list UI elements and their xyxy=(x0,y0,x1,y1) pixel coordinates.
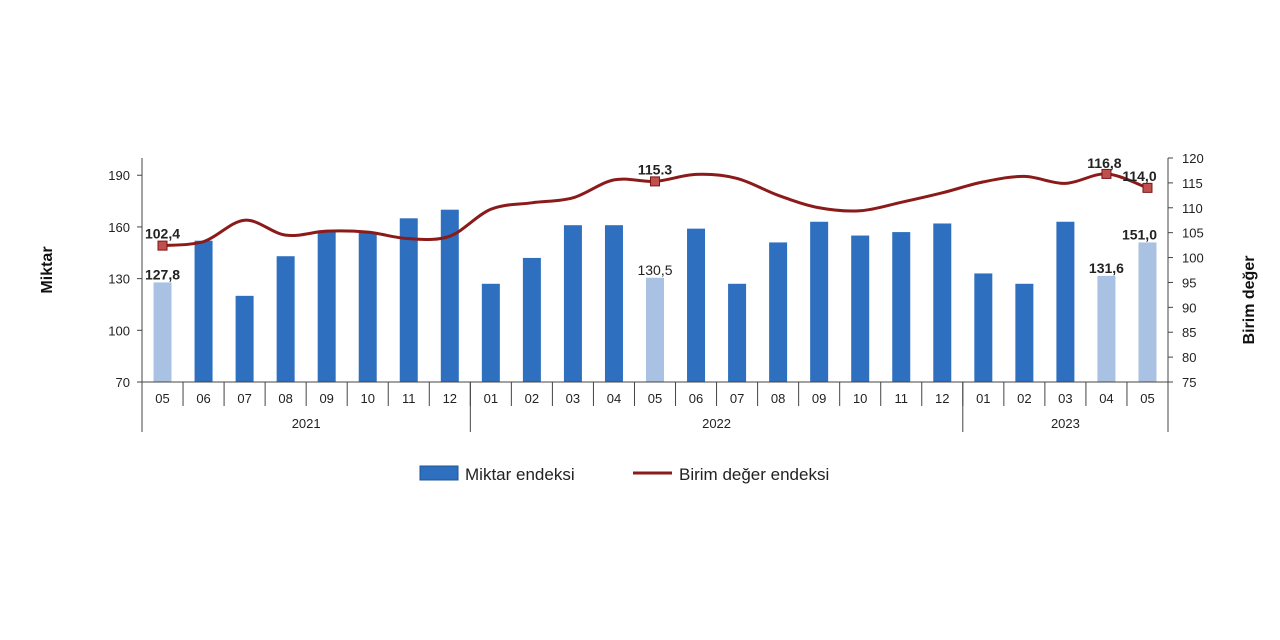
month-label-12: 05 xyxy=(648,391,662,406)
left-tick-label: 190 xyxy=(108,168,130,183)
legend: Miktar endeksi Birim değer endeksi xyxy=(419,465,829,484)
left-tick-label: 130 xyxy=(108,272,130,287)
month-label-6: 11 xyxy=(402,391,416,406)
left-tick-label: 100 xyxy=(108,323,130,338)
month-label-0: 05 xyxy=(155,391,169,406)
bar-0 xyxy=(153,282,172,382)
right-axis-title: Birim değer xyxy=(1241,256,1258,345)
month-label-8: 01 xyxy=(484,391,498,406)
bar-18 xyxy=(892,232,911,382)
left-axis-title: Miktar xyxy=(39,246,56,293)
month-label-3: 08 xyxy=(278,391,292,406)
line-marker-23 xyxy=(1101,168,1112,179)
bar-2 xyxy=(235,295,254,382)
data-label-2: 131,6 xyxy=(1089,260,1124,276)
bar-11 xyxy=(604,225,623,382)
data-label-0: 127,8 xyxy=(145,266,180,282)
data-label-4: 102,4 xyxy=(145,226,180,242)
month-label-17: 10 xyxy=(853,391,867,406)
line-series xyxy=(157,168,1153,251)
chart-axes: 70 100 130 160 190 75 80 85 90 95 100 105 110 115 120 M… xyxy=(39,151,1258,390)
year-label-1: 2022 xyxy=(702,416,731,431)
bar-series xyxy=(153,209,1157,382)
bar-14 xyxy=(728,283,747,382)
data-label-6: 116,8 xyxy=(1087,155,1121,171)
bar-3 xyxy=(276,256,295,382)
bar-19 xyxy=(933,223,952,382)
bar-13 xyxy=(687,228,706,382)
bar-22 xyxy=(1056,221,1075,382)
legend-label-line: Birim değer endeksi xyxy=(679,465,829,484)
bar-17 xyxy=(851,235,870,382)
bar-20 xyxy=(974,273,993,382)
month-label-19: 12 xyxy=(935,391,949,406)
bar-6 xyxy=(399,218,418,382)
bar-15 xyxy=(769,242,788,382)
left-tick-label: 70 xyxy=(116,375,130,390)
month-label-20: 01 xyxy=(976,391,990,406)
month-label-24: 05 xyxy=(1140,391,1154,406)
month-label-21: 02 xyxy=(1017,391,1031,406)
legend-label-bar: Miktar endeksi xyxy=(465,465,575,484)
month-label-5: 10 xyxy=(360,391,374,406)
bar-21 xyxy=(1015,283,1034,382)
legend-swatch-bar xyxy=(419,465,459,481)
bar-8 xyxy=(481,283,500,382)
bar-5 xyxy=(358,232,377,382)
month-label-7: 12 xyxy=(443,391,457,406)
data-label-3: 151,0 xyxy=(1122,226,1157,242)
month-label-15: 08 xyxy=(771,391,785,406)
x-axis: 05 06 07 08 09 10 11 12 01 02 03 04 05 06 07 08 09 10 11 12… xyxy=(141,381,1169,432)
month-label-1: 06 xyxy=(196,391,210,406)
month-label-4: 09 xyxy=(319,391,333,406)
line-marker-24 xyxy=(1142,182,1153,193)
line-marker-0 xyxy=(157,240,168,251)
right-tick-label: 120 xyxy=(1182,151,1204,166)
right-tick-label: 75 xyxy=(1182,375,1196,390)
right-tick-label: 80 xyxy=(1182,350,1196,365)
bar-10 xyxy=(563,225,582,382)
data-label-7: 114,0 xyxy=(1122,168,1156,184)
month-label-10: 03 xyxy=(566,391,580,406)
bar-7 xyxy=(440,209,459,382)
month-label-13: 06 xyxy=(689,391,703,406)
month-label-16: 09 xyxy=(812,391,826,406)
right-tick-label: 115 xyxy=(1182,176,1203,191)
data-label-5: 115.3 xyxy=(638,161,672,177)
right-tick-label: 90 xyxy=(1182,300,1196,315)
bar-4 xyxy=(317,230,336,382)
data-label-1: 130,5 xyxy=(637,262,672,278)
month-label-18: 11 xyxy=(894,391,908,406)
bar-12 xyxy=(646,277,664,382)
bar-24 xyxy=(1138,242,1157,382)
bar-16 xyxy=(810,221,829,382)
month-label-14: 07 xyxy=(730,391,744,406)
bar-9 xyxy=(522,257,541,382)
right-tick-label: 85 xyxy=(1182,325,1196,340)
right-tick-label: 105 xyxy=(1182,226,1204,241)
line-marker-12 xyxy=(650,176,660,187)
month-label-2: 07 xyxy=(237,391,251,406)
right-tick-label: 95 xyxy=(1182,275,1196,290)
month-label-11: 04 xyxy=(607,391,621,406)
right-tick-label: 110 xyxy=(1182,201,1203,216)
bar-23 xyxy=(1097,275,1116,382)
left-tick-label: 160 xyxy=(108,220,130,235)
month-label-23: 04 xyxy=(1099,391,1113,406)
month-label-22: 03 xyxy=(1058,391,1072,406)
right-tick-label: 100 xyxy=(1182,251,1204,266)
year-label-2: 2023 xyxy=(1051,416,1080,431)
month-label-9: 02 xyxy=(525,391,539,406)
year-label-0: 2021 xyxy=(292,416,321,431)
bar-1 xyxy=(194,240,213,382)
